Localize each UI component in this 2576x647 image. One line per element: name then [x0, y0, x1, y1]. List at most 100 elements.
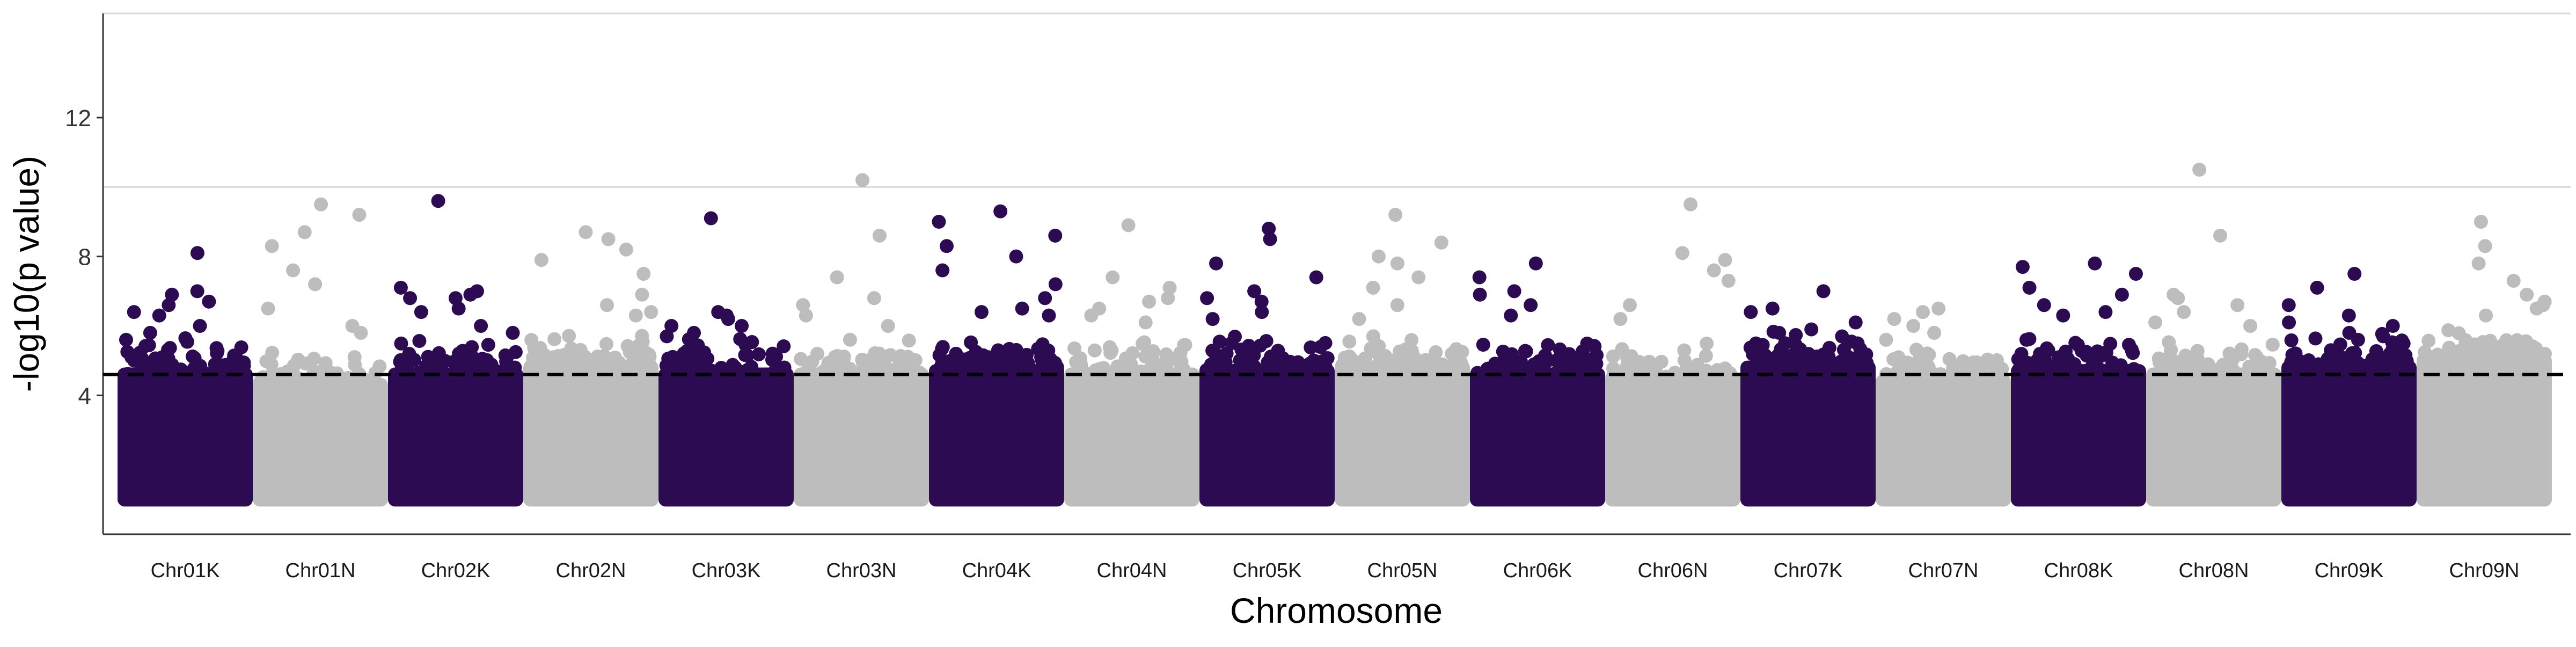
data-point: [1304, 340, 1318, 355]
data-point: [481, 338, 495, 352]
density-band-Chr07N: [1876, 374, 2011, 507]
data-point: [547, 332, 562, 346]
data-point: [1144, 352, 1158, 367]
data-point: [2162, 335, 2176, 350]
data-point: [1801, 347, 1816, 361]
data-point: [2059, 344, 2073, 359]
peak-point: [162, 298, 176, 312]
data-point: [1583, 353, 1597, 368]
peak-point: [599, 298, 614, 312]
peak-point: [1915, 305, 1930, 319]
data-point: [394, 336, 408, 351]
data-point: [2308, 331, 2323, 346]
density-band-Chr02N: [523, 360, 658, 507]
data-point: [726, 358, 740, 372]
data-point: [599, 337, 614, 351]
data-point: [1746, 347, 1760, 361]
peak-point: [297, 225, 312, 239]
peak-point: [974, 305, 989, 319]
data-point: [455, 344, 470, 358]
data-point: [2290, 360, 2305, 374]
density-band-Chr02K: [388, 367, 523, 507]
data-point: [187, 351, 202, 365]
data-point: [2284, 333, 2299, 347]
y-tick-label: 8: [78, 244, 91, 271]
data-point: [2242, 366, 2257, 381]
peak-point: [506, 325, 520, 340]
data-point: [1178, 338, 1192, 352]
data-point: [740, 348, 755, 363]
peak-point: [2148, 315, 2163, 330]
data-point: [1587, 339, 1601, 353]
data-point: [806, 367, 820, 382]
data-point: [2421, 333, 2436, 348]
data-point: [434, 358, 449, 372]
data-point: [1476, 337, 1490, 352]
data-point: [1778, 336, 1792, 351]
data-point: [1404, 344, 1419, 358]
peak-point: [414, 305, 428, 319]
data-point: [843, 332, 857, 347]
data-point: [2160, 352, 2174, 366]
data-point: [1259, 334, 1274, 348]
data-point: [2234, 342, 2249, 357]
peak-point: [1816, 284, 1831, 299]
data-point: [1449, 342, 1463, 357]
data-point: [2375, 326, 2389, 341]
data-point: [1519, 344, 1533, 359]
data-point: [1790, 351, 1805, 365]
peak-point: [830, 270, 844, 285]
peak-point: [2022, 280, 2037, 295]
peak-point: [127, 305, 141, 319]
data-point: [2441, 323, 2456, 338]
data-point: [1087, 343, 1102, 358]
peak-point: [202, 294, 216, 309]
data-point: [2530, 353, 2544, 368]
peak-point: [1388, 208, 1403, 222]
peak-point: [1528, 256, 1543, 271]
peak-point: [1718, 253, 1732, 267]
peak-point: [2281, 298, 2296, 312]
peak-point: [1162, 280, 1177, 295]
density-band-Chr01N: [253, 377, 388, 507]
data-point: [2080, 348, 2094, 363]
data-point: [752, 347, 766, 361]
peak-point: [1209, 256, 1224, 271]
x-tick-label: Chr02N: [556, 559, 626, 582]
data-point: [1313, 340, 1328, 354]
density-band-Chr03N: [794, 367, 929, 507]
data-point: [499, 354, 514, 369]
x-tick-label: Chr02K: [421, 559, 491, 582]
density-band-Chr09N: [2417, 353, 2552, 507]
data-point: [1970, 355, 1984, 369]
x-tick-label: Chr03N: [826, 559, 897, 582]
data-point: [1002, 350, 1016, 365]
data-point: [2385, 335, 2399, 350]
data-point: [642, 357, 657, 371]
peak-point: [152, 308, 166, 323]
data-point: [1606, 361, 1621, 376]
peak-point: [534, 253, 548, 267]
data-point: [2121, 338, 2136, 352]
peak-point: [2471, 256, 2486, 271]
data-point: [562, 329, 576, 343]
data-point: [508, 345, 523, 359]
data-point: [805, 354, 819, 369]
data-point: [2486, 345, 2500, 359]
data-point: [544, 360, 558, 375]
peak-point: [635, 287, 649, 302]
data-point: [1718, 361, 1732, 376]
x-tick-label: Chr03K: [692, 559, 761, 582]
data-point: [413, 366, 428, 381]
peak-point: [2385, 319, 2400, 333]
data-point: [235, 364, 249, 379]
data-point: [347, 350, 362, 365]
data-point: [1553, 342, 1567, 357]
peak-point: [393, 280, 408, 295]
x-tick-label: Chr06K: [1503, 559, 1572, 582]
data-point: [1789, 328, 1803, 342]
peak-point: [1507, 284, 1521, 299]
peak-point: [1200, 291, 1214, 306]
